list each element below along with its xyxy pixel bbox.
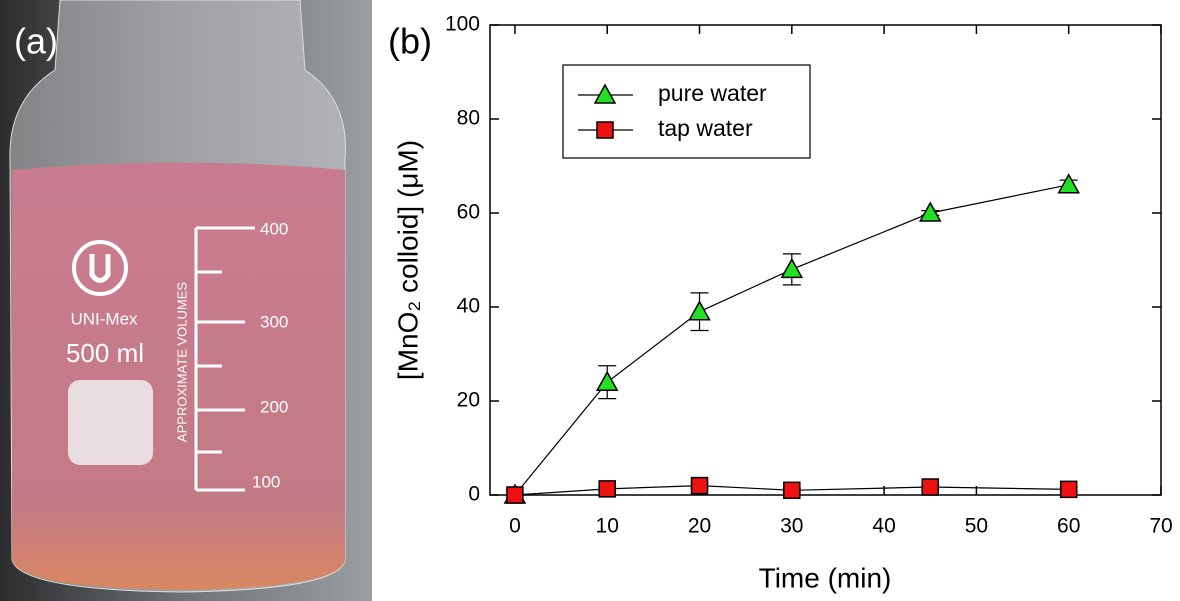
legend-label: tap water — [658, 115, 753, 141]
brand: UNI-Mex — [70, 309, 138, 328]
data-point — [1059, 480, 1078, 499]
data-point — [690, 476, 709, 495]
legend-label: pure water — [658, 80, 767, 106]
x-axis-title: Time (min) — [759, 562, 892, 593]
x-tick-label: 70 — [1149, 515, 1172, 538]
y-tick-label: 20 — [457, 389, 480, 412]
data-point — [780, 257, 804, 279]
data-point — [598, 480, 616, 498]
y-axis-title: [MnO₂ colloid] (μM) — [392, 140, 423, 380]
data-point — [506, 486, 524, 504]
y-tick-label: 80 — [457, 107, 480, 130]
x-tick-label: 40 — [872, 515, 895, 538]
y-tick-label: 0 — [468, 483, 480, 506]
y-tick-label: 100 — [445, 13, 480, 36]
panel-label: (b) — [388, 21, 432, 62]
x-tick-label: 50 — [965, 515, 988, 538]
x-tick-label: 10 — [596, 515, 619, 538]
series-line — [514, 484, 1069, 496]
data-point — [783, 481, 801, 500]
graduation: 100 — [252, 472, 280, 491]
data-point — [921, 478, 940, 496]
x-tick-label: 0 — [509, 515, 521, 538]
data-point — [595, 370, 619, 391]
label-patch — [68, 380, 153, 465]
graduation: 200 — [260, 397, 288, 416]
data-point — [688, 300, 711, 321]
panel-label: (a) — [14, 21, 58, 62]
graduation: 300 — [260, 312, 288, 331]
graduation: 400 — [260, 219, 288, 238]
scale-text: APPROXIMATE VOLUMES — [174, 282, 189, 442]
y-tick-label: 60 — [457, 201, 480, 224]
capacity: 500 ml — [66, 338, 144, 368]
liquid — [12, 162, 345, 590]
logo-mark — [89, 254, 111, 283]
logo — [72, 240, 128, 296]
plot-frame — [489, 24, 1162, 496]
graduation-marks — [196, 226, 255, 492]
x-tick-label: 60 — [1057, 515, 1080, 538]
legend-marker — [596, 121, 614, 139]
data-point — [1057, 173, 1080, 194]
legend-box — [562, 64, 811, 159]
series-line — [514, 184, 1069, 496]
legend-marker — [593, 83, 617, 104]
y-tick-label: 40 — [457, 295, 480, 318]
x-tick-label: 20 — [688, 515, 711, 538]
photo: UNI-Mex 500 ml APPROXIMATE VOLUMES 400 3… — [0, 0, 372, 601]
data-point — [918, 201, 942, 222]
x-tick-label: 30 — [780, 515, 803, 538]
